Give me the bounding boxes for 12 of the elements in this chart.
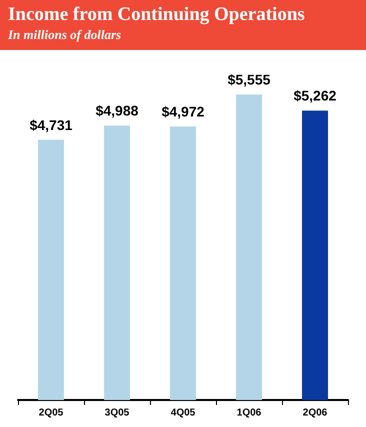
x-tick-label: 2Q06 xyxy=(302,408,328,418)
x-tick-label: 2Q05 xyxy=(38,408,64,418)
data-label: $5,262 xyxy=(294,88,337,104)
data-label: $4,988 xyxy=(96,102,139,119)
chart-subtitle: In millions of dollars xyxy=(8,27,122,43)
data-label: $4,972 xyxy=(162,104,205,120)
x-tick-label: 3Q05 xyxy=(104,408,130,418)
data-label: $4,731 xyxy=(30,116,73,133)
x-tick-label: 4Q05 xyxy=(170,408,196,418)
x-tick-label: 1Q06 xyxy=(236,408,262,418)
data-label: $5,555 xyxy=(228,71,271,88)
chart-title: Income from Continuing Operations xyxy=(8,4,305,26)
